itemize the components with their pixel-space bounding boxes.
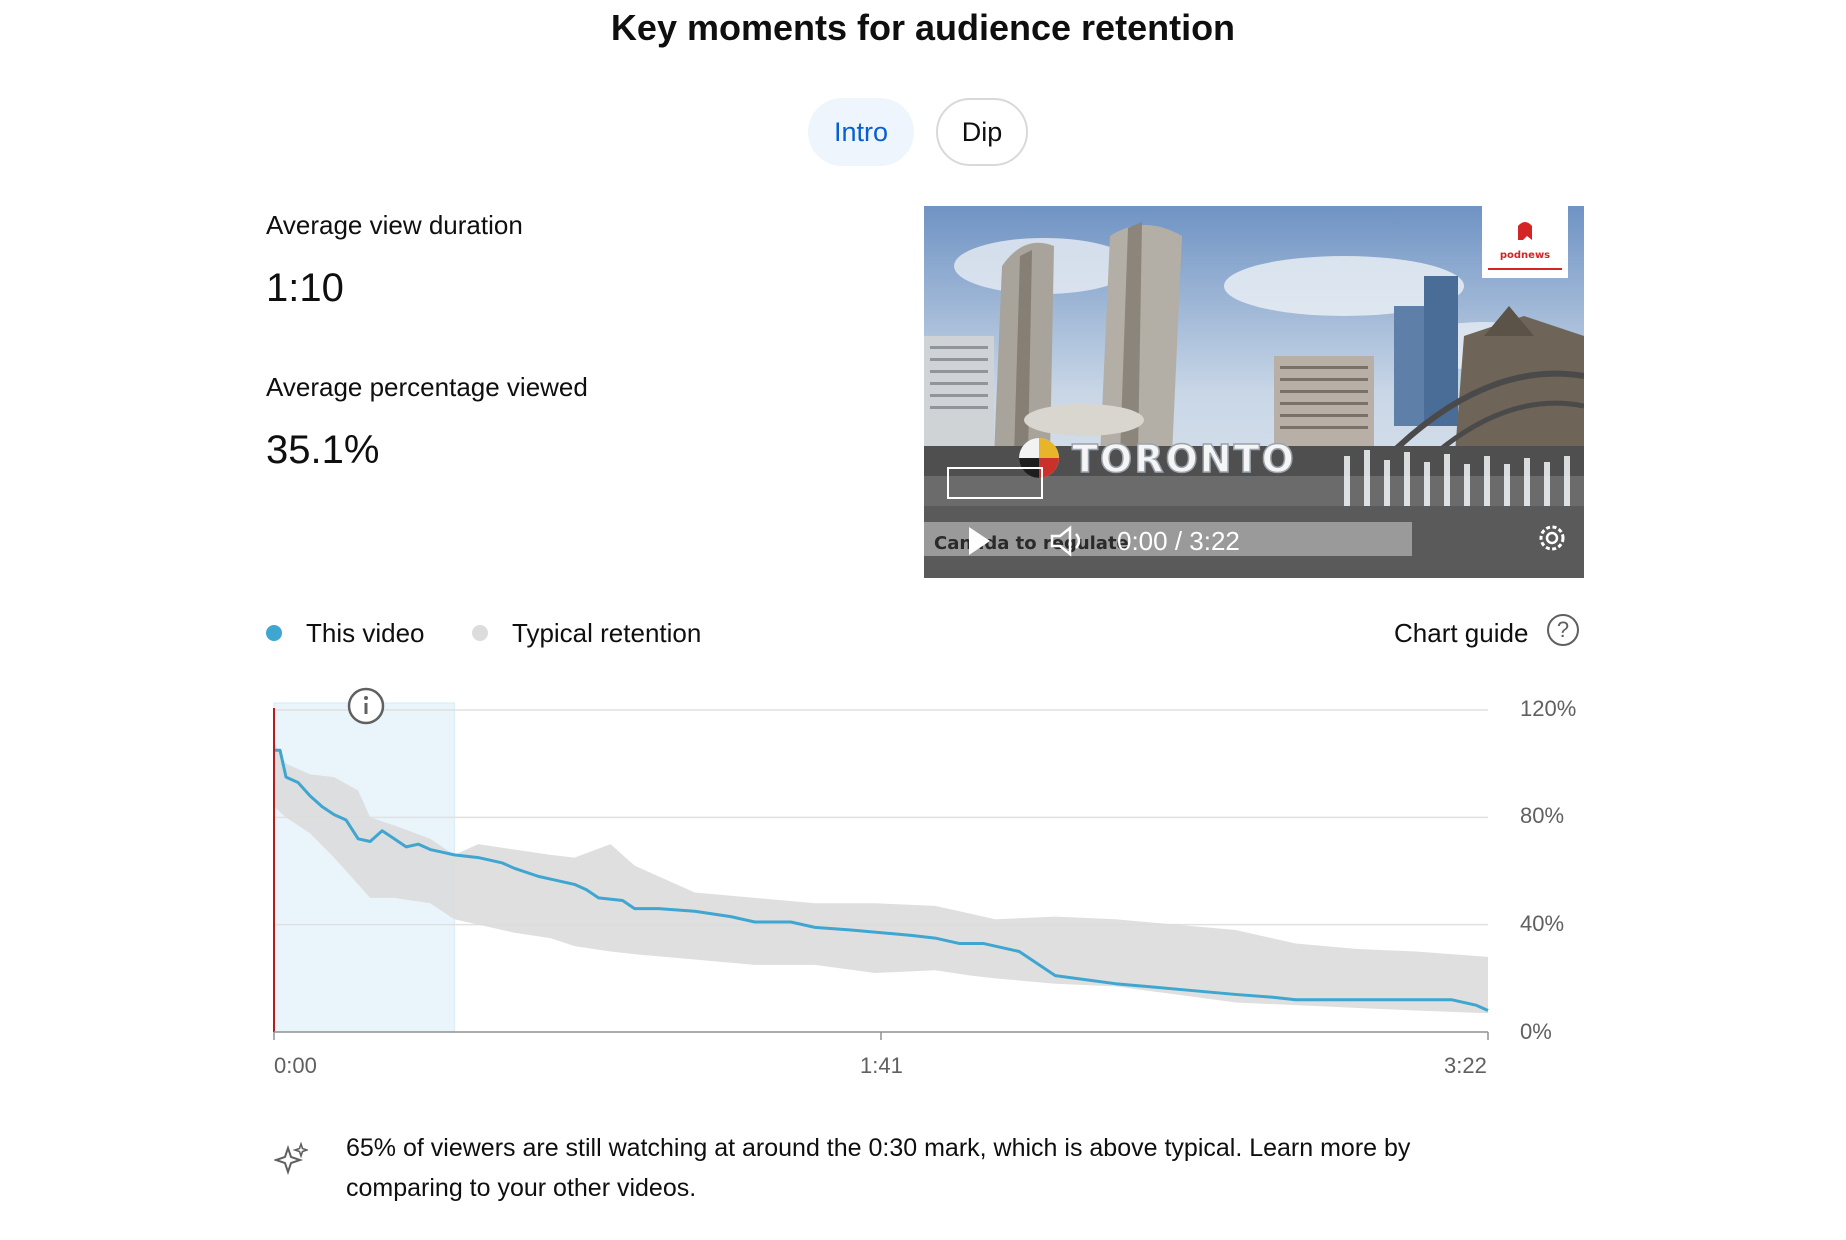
typical-retention-legend-label: Typical retention — [512, 618, 702, 648]
y-tick-label: 80% — [1520, 803, 1565, 828]
avg-view-duration-label: Average view duration — [266, 210, 523, 240]
podnews-logo: podnews — [1482, 206, 1568, 278]
intro-highlight-region — [273, 702, 455, 1033]
help-icon[interactable]: ? — [1547, 614, 1579, 646]
x-tick-label: 3:22 — [1444, 1053, 1487, 1078]
tab-intro[interactable]: Intro — [808, 98, 914, 166]
settings-gear-icon[interactable] — [1539, 525, 1565, 551]
video-caption: Canada to regulate — [934, 533, 1129, 554]
typical-retention-band — [274, 742, 1488, 1014]
y-tick-label: 120% — [1520, 696, 1577, 721]
video-time-display: 0:00 / 3:22 — [1117, 526, 1240, 556]
x-tick-label: 0:00 — [274, 1053, 317, 1078]
video-thumbnail: TORONTO Canada to regulate 0:00 / 3:22 p… — [924, 206, 1584, 578]
this-video-legend-dot — [266, 625, 282, 641]
podnews-wordmark: podnews — [1500, 250, 1550, 261]
chart-guide-link[interactable]: Chart guide — [1394, 618, 1529, 648]
typical-retention-legend-dot — [472, 625, 488, 641]
avg-view-duration-value: 1:10 — [266, 266, 344, 310]
page-title: Key moments for audience retention — [610, 7, 1236, 48]
y-tick-label: 0% — [1520, 1019, 1552, 1044]
info-icon[interactable] — [347, 687, 385, 725]
avg-percentage-value: 35.1% — [266, 428, 380, 472]
play-icon[interactable] — [969, 527, 990, 555]
tab-dip[interactable]: Dip — [936, 98, 1028, 166]
video-player[interactable]: TORONTO Canada to regulate 0:00 / 3:22 p… — [924, 206, 1584, 578]
this-video-line — [274, 748, 1489, 1012]
insight-text: 65% of viewers are still watching at aro… — [346, 1134, 1411, 1202]
sparkle-icon — [274, 1142, 308, 1176]
y-tick-label: 40% — [1520, 911, 1565, 936]
volume-icon[interactable] — [1050, 525, 1081, 557]
avg-percentage-label: Average percentage viewed — [266, 372, 588, 402]
x-tick-label: 1:41 — [860, 1053, 903, 1078]
this-video-legend-label: This video — [306, 618, 425, 648]
toronto-sign: TORONTO — [1072, 437, 1296, 481]
